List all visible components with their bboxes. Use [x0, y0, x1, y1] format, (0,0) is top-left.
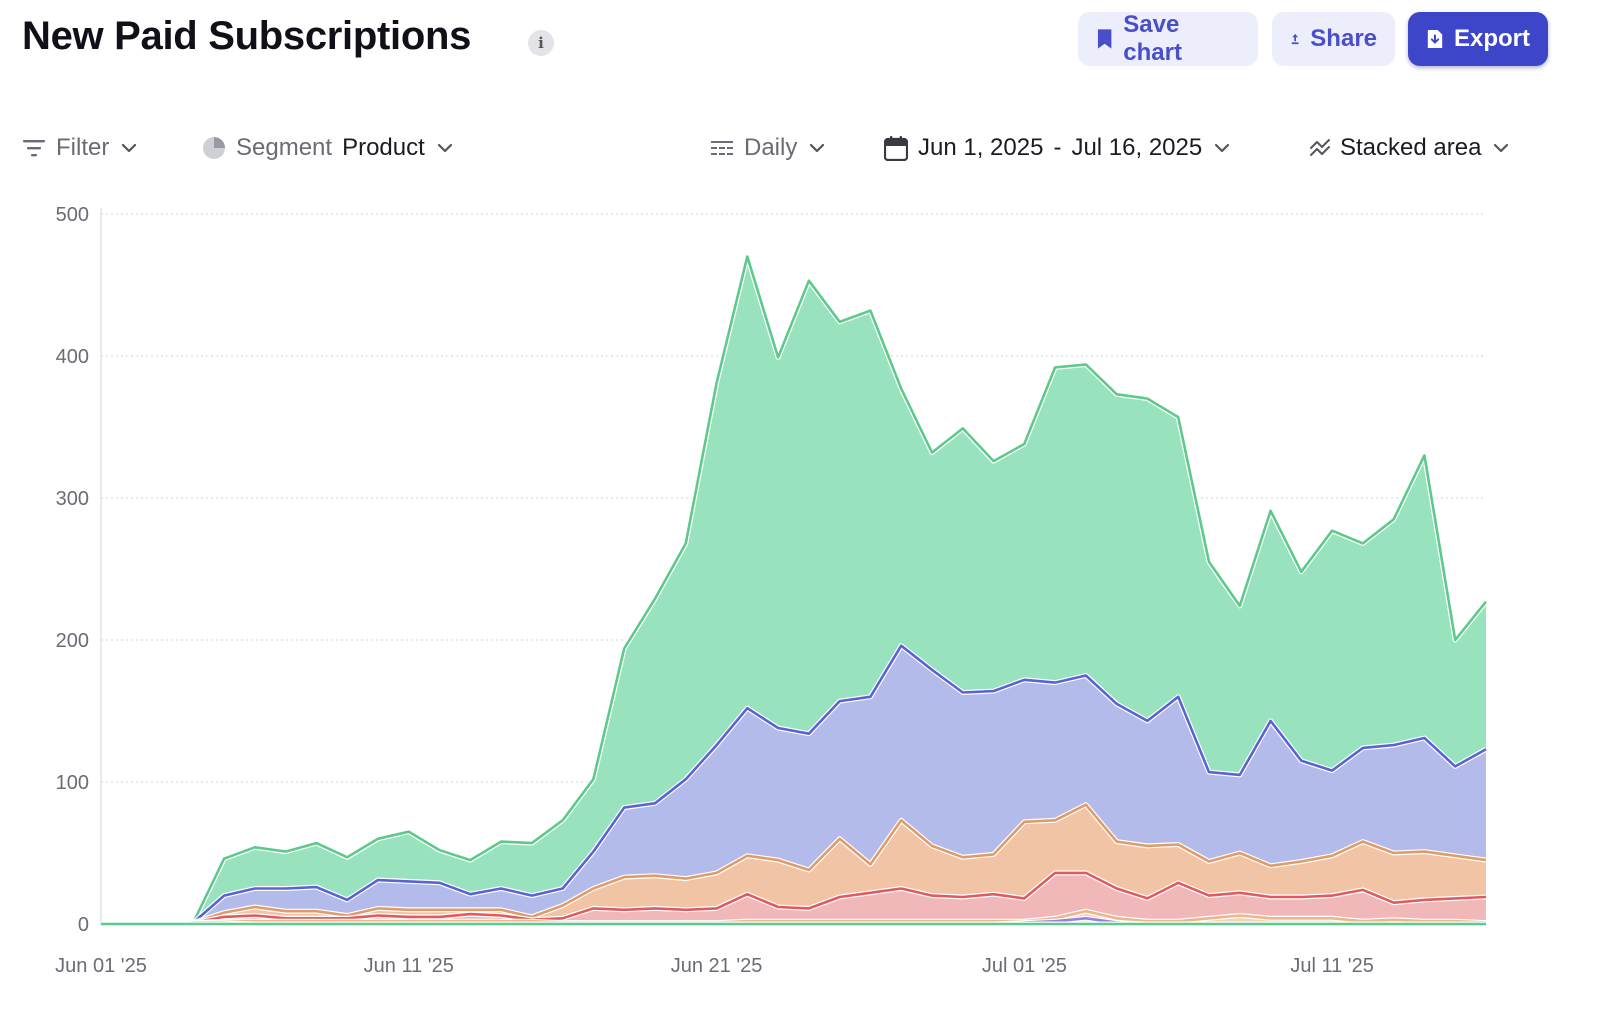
filter-control[interactable]: Filter: [22, 128, 139, 168]
export-button[interactable]: Export: [1408, 12, 1548, 66]
interval-control[interactable]: Daily: [710, 128, 827, 168]
area-series-4: [101, 872, 1486, 924]
line-chart-icon: [1310, 139, 1330, 156]
x-tick-label: Jun 21 '25: [671, 955, 763, 977]
x-tick-label: Jul 01 '25: [982, 955, 1067, 977]
date-separator: -: [1053, 134, 1062, 161]
chart-type-label: Stacked area: [1340, 134, 1482, 161]
y-tick-label: 200: [56, 630, 89, 652]
export-download-icon: [1427, 30, 1443, 48]
interval-label: Daily: [744, 134, 798, 161]
line-series-4: [101, 871, 1487, 926]
y-tick-label: 400: [56, 346, 89, 368]
chevron-down-icon: [437, 143, 452, 153]
area-series-6: [101, 645, 1486, 924]
filter-label: Filter: [56, 134, 110, 161]
list-interval-icon: [711, 141, 733, 155]
save-chart-button[interactable]: Save chart: [1078, 11, 1258, 66]
x-tick-label: Jul 11 '25: [1290, 955, 1374, 977]
stacked-area-chart[interactable]: 0 100 200 300 400 500 Jun 01 '25 Jun 11 '25 Jun …: [0, 190, 1600, 1000]
calendar-icon: [884, 136, 908, 161]
y-tick-label: 0: [78, 914, 89, 936]
chart-type-control[interactable]: Stacked area: [1310, 128, 1511, 168]
chevron-down-icon: [122, 143, 137, 153]
share-upload-icon: [1291, 33, 1299, 45]
x-tick-label: Jun 01 '25: [55, 955, 147, 977]
share-label: Share: [1310, 25, 1377, 52]
segment-control[interactable]: Segment Product: [202, 128, 455, 168]
y-tick-label: 500: [56, 204, 89, 226]
date-start: Jun 1, 2025: [918, 134, 1044, 161]
filter-icon: [23, 140, 45, 157]
date-range-control[interactable]: Jun 1, 2025 - Jul 16, 2025: [884, 128, 1232, 168]
chevron-down-icon: [810, 143, 825, 153]
share-button[interactable]: Share: [1272, 12, 1395, 66]
pie-chart-icon: [203, 137, 225, 159]
x-tick-label: Jun 11 '25: [364, 955, 454, 977]
area-series-7: [101, 256, 1486, 925]
export-label: Export: [1453, 25, 1530, 52]
bookmark-icon: [1097, 29, 1112, 49]
line-series-3: [101, 909, 1487, 926]
info-icon[interactable]: i: [528, 30, 554, 56]
y-tick-label: 100: [56, 772, 89, 794]
segment-value: Product: [342, 134, 425, 161]
y-tick-label: 300: [56, 488, 89, 510]
line-series-7: [101, 255, 1488, 926]
chevron-down-icon: [1494, 143, 1509, 153]
date-end: Jul 16, 2025: [1071, 134, 1203, 161]
segment-label: Segment: [236, 134, 333, 161]
line-series-5: [101, 803, 1487, 926]
chevron-down-icon: [1215, 143, 1230, 153]
page-title: New Paid Subscriptions: [22, 14, 472, 58]
line-series-6: [101, 644, 1487, 926]
save-chart-label: Save chart: [1123, 11, 1182, 66]
